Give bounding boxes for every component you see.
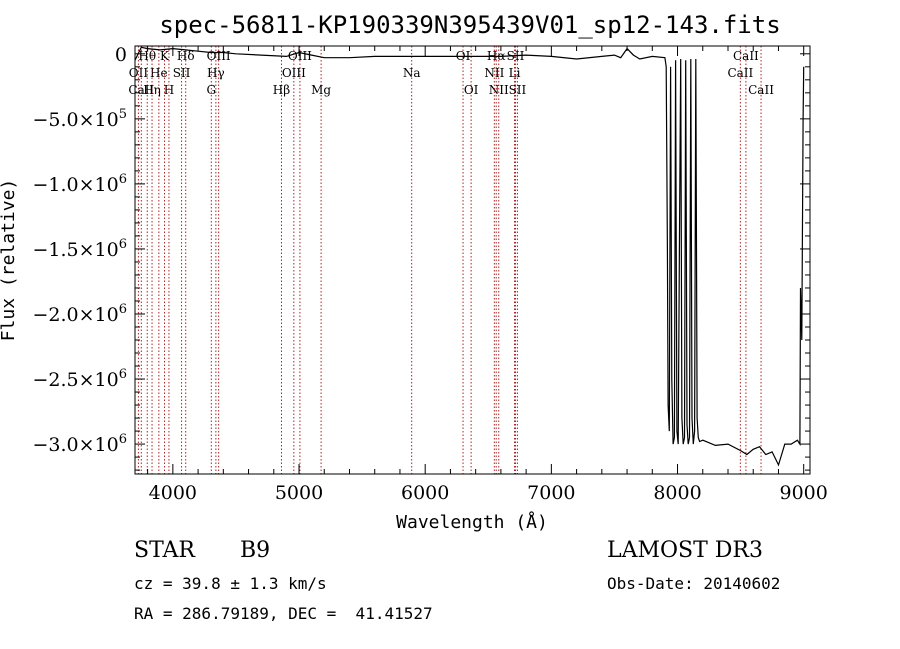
line-label-caii: CaII	[727, 66, 753, 80]
line-label-hθ: Hθ	[138, 49, 156, 63]
spectrum-line	[134, 46, 805, 467]
line-label-oiii: OIII	[288, 49, 312, 63]
y-tick-label: −2.5×106	[32, 367, 127, 391]
coordinates: RA = 286.79189, DEC = 41.41527	[134, 604, 433, 623]
line-label-hη: Hη	[143, 83, 161, 97]
line-label-oiii: OIII	[207, 49, 231, 63]
redshift-value: cz = 39.8 ± 1.3 km/s	[134, 574, 327, 593]
y-tick-label: −3.0×106	[32, 432, 127, 456]
x-axis-label: Wavelength (Å)	[396, 511, 548, 533]
y-tick-exponent: 5	[119, 107, 127, 122]
x-axis-ticks: 4000 5000 6000 7000 8000 9000	[147, 46, 828, 504]
y-tick-label: −5.0×105	[32, 107, 127, 131]
y-axis-ticks: 0 −5.0×105 −1.0×106 −1.5×106 −2.0×106 −2.5×10…	[32, 44, 810, 471]
y-tick-exponent: 6	[119, 432, 127, 447]
line-label-oii: OII	[129, 66, 149, 80]
line-label-li: Li	[509, 66, 521, 80]
line-label-caii: CaII	[733, 49, 759, 63]
y-tick-label: −2.0×106	[32, 302, 127, 326]
line-label-nii: NII	[484, 66, 504, 80]
line-label-hγ: Hγ	[207, 66, 225, 80]
line-label-mg: Mg	[311, 83, 331, 97]
line-label-hδ: Hδ	[177, 49, 195, 63]
plot-frame	[134, 45, 811, 475]
line-label-he: He	[150, 66, 168, 80]
line-label-g: G	[207, 83, 217, 97]
y-tick-label: −1.5×106	[32, 237, 127, 261]
y-axis-label: Flux (relative)	[0, 179, 19, 342]
y-tick-label: −1.0×106	[32, 172, 127, 196]
line-label-caii: CaII	[748, 83, 774, 97]
line-label-nii: NII	[489, 83, 509, 97]
y-tick-exponent: 6	[119, 367, 127, 382]
line-label-sii: SII	[173, 66, 191, 80]
survey-label: LAMOST DR3	[607, 538, 763, 563]
x-tick-label: 9000	[780, 482, 828, 504]
x-tick-label: 5000	[275, 482, 323, 504]
line-label-oiii: OIII	[282, 66, 306, 80]
y-tick-exponent: 6	[119, 172, 127, 187]
y-tick-exponent: 6	[119, 302, 127, 317]
line-label-sii: SII	[509, 83, 527, 97]
y-tick-label: 0	[115, 44, 127, 66]
line-label-h: H	[164, 83, 174, 97]
line-label-na: Na	[403, 66, 421, 80]
x-tick-label: 7000	[527, 482, 575, 504]
line-label-hβ: Hβ	[273, 83, 290, 97]
obs-date: Obs-Date: 20140602	[607, 574, 781, 593]
x-tick-label: 6000	[401, 482, 449, 504]
chart-title: spec-56811-KP190339N395439V01_sp12-143.f…	[159, 11, 780, 39]
x-tick-label: 4000	[149, 482, 197, 504]
y-tick-exponent: 6	[119, 237, 127, 252]
line-label-k: K	[160, 49, 170, 63]
object-class: STAR	[134, 538, 195, 563]
x-tick-label: 8000	[653, 482, 701, 504]
object-subclass: B9	[240, 538, 271, 563]
line-label-oi: OI	[464, 83, 479, 97]
